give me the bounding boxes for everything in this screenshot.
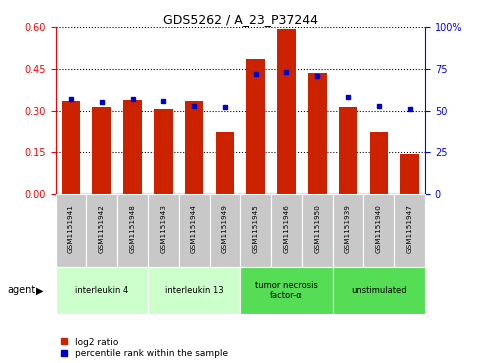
Bar: [333, 194, 364, 267]
Text: ▶: ▶: [36, 285, 44, 295]
Bar: [92, 106, 111, 194]
Bar: [148, 194, 179, 267]
Bar: [364, 194, 394, 267]
Bar: [400, 154, 419, 194]
Text: GSM1151940: GSM1151940: [376, 205, 382, 253]
Bar: [215, 131, 234, 194]
Text: GSM1151947: GSM1151947: [407, 205, 412, 253]
Bar: [123, 99, 142, 194]
Bar: [210, 194, 240, 267]
Bar: [185, 101, 203, 194]
Legend: log2 ratio, percentile rank within the sample: log2 ratio, percentile rank within the s…: [60, 338, 227, 359]
Bar: [277, 29, 296, 194]
Bar: [308, 73, 327, 194]
Text: GSM1151944: GSM1151944: [191, 205, 197, 253]
Title: GDS5262 / A_23_P37244: GDS5262 / A_23_P37244: [163, 13, 318, 26]
Bar: [62, 101, 80, 194]
Bar: [154, 109, 172, 194]
Text: interleukin 13: interleukin 13: [165, 286, 224, 295]
Text: GSM1151946: GSM1151946: [284, 205, 289, 253]
Bar: [148, 267, 241, 314]
Text: interleukin 4: interleukin 4: [75, 286, 128, 295]
Bar: [271, 194, 302, 267]
Text: GSM1151939: GSM1151939: [345, 205, 351, 253]
Bar: [394, 194, 425, 267]
Text: tumor necrosis
factor-α: tumor necrosis factor-α: [255, 281, 318, 300]
Bar: [240, 194, 271, 267]
Bar: [240, 267, 333, 314]
Text: GSM1151942: GSM1151942: [99, 205, 105, 253]
Text: GSM1151948: GSM1151948: [129, 205, 136, 253]
Text: GSM1151949: GSM1151949: [222, 205, 228, 253]
Bar: [56, 267, 148, 314]
Text: unstimulated: unstimulated: [351, 286, 407, 295]
Bar: [246, 59, 265, 194]
Bar: [369, 131, 388, 194]
Bar: [333, 267, 425, 314]
Text: agent: agent: [7, 285, 35, 295]
Text: GSM1151941: GSM1151941: [68, 205, 74, 253]
Bar: [86, 194, 117, 267]
Text: GSM1151945: GSM1151945: [253, 205, 259, 253]
Bar: [56, 194, 86, 267]
Text: GSM1151943: GSM1151943: [160, 205, 166, 253]
Text: GSM1151950: GSM1151950: [314, 205, 320, 253]
Bar: [117, 194, 148, 267]
Bar: [339, 106, 357, 194]
Bar: [179, 194, 210, 267]
Bar: [302, 194, 333, 267]
